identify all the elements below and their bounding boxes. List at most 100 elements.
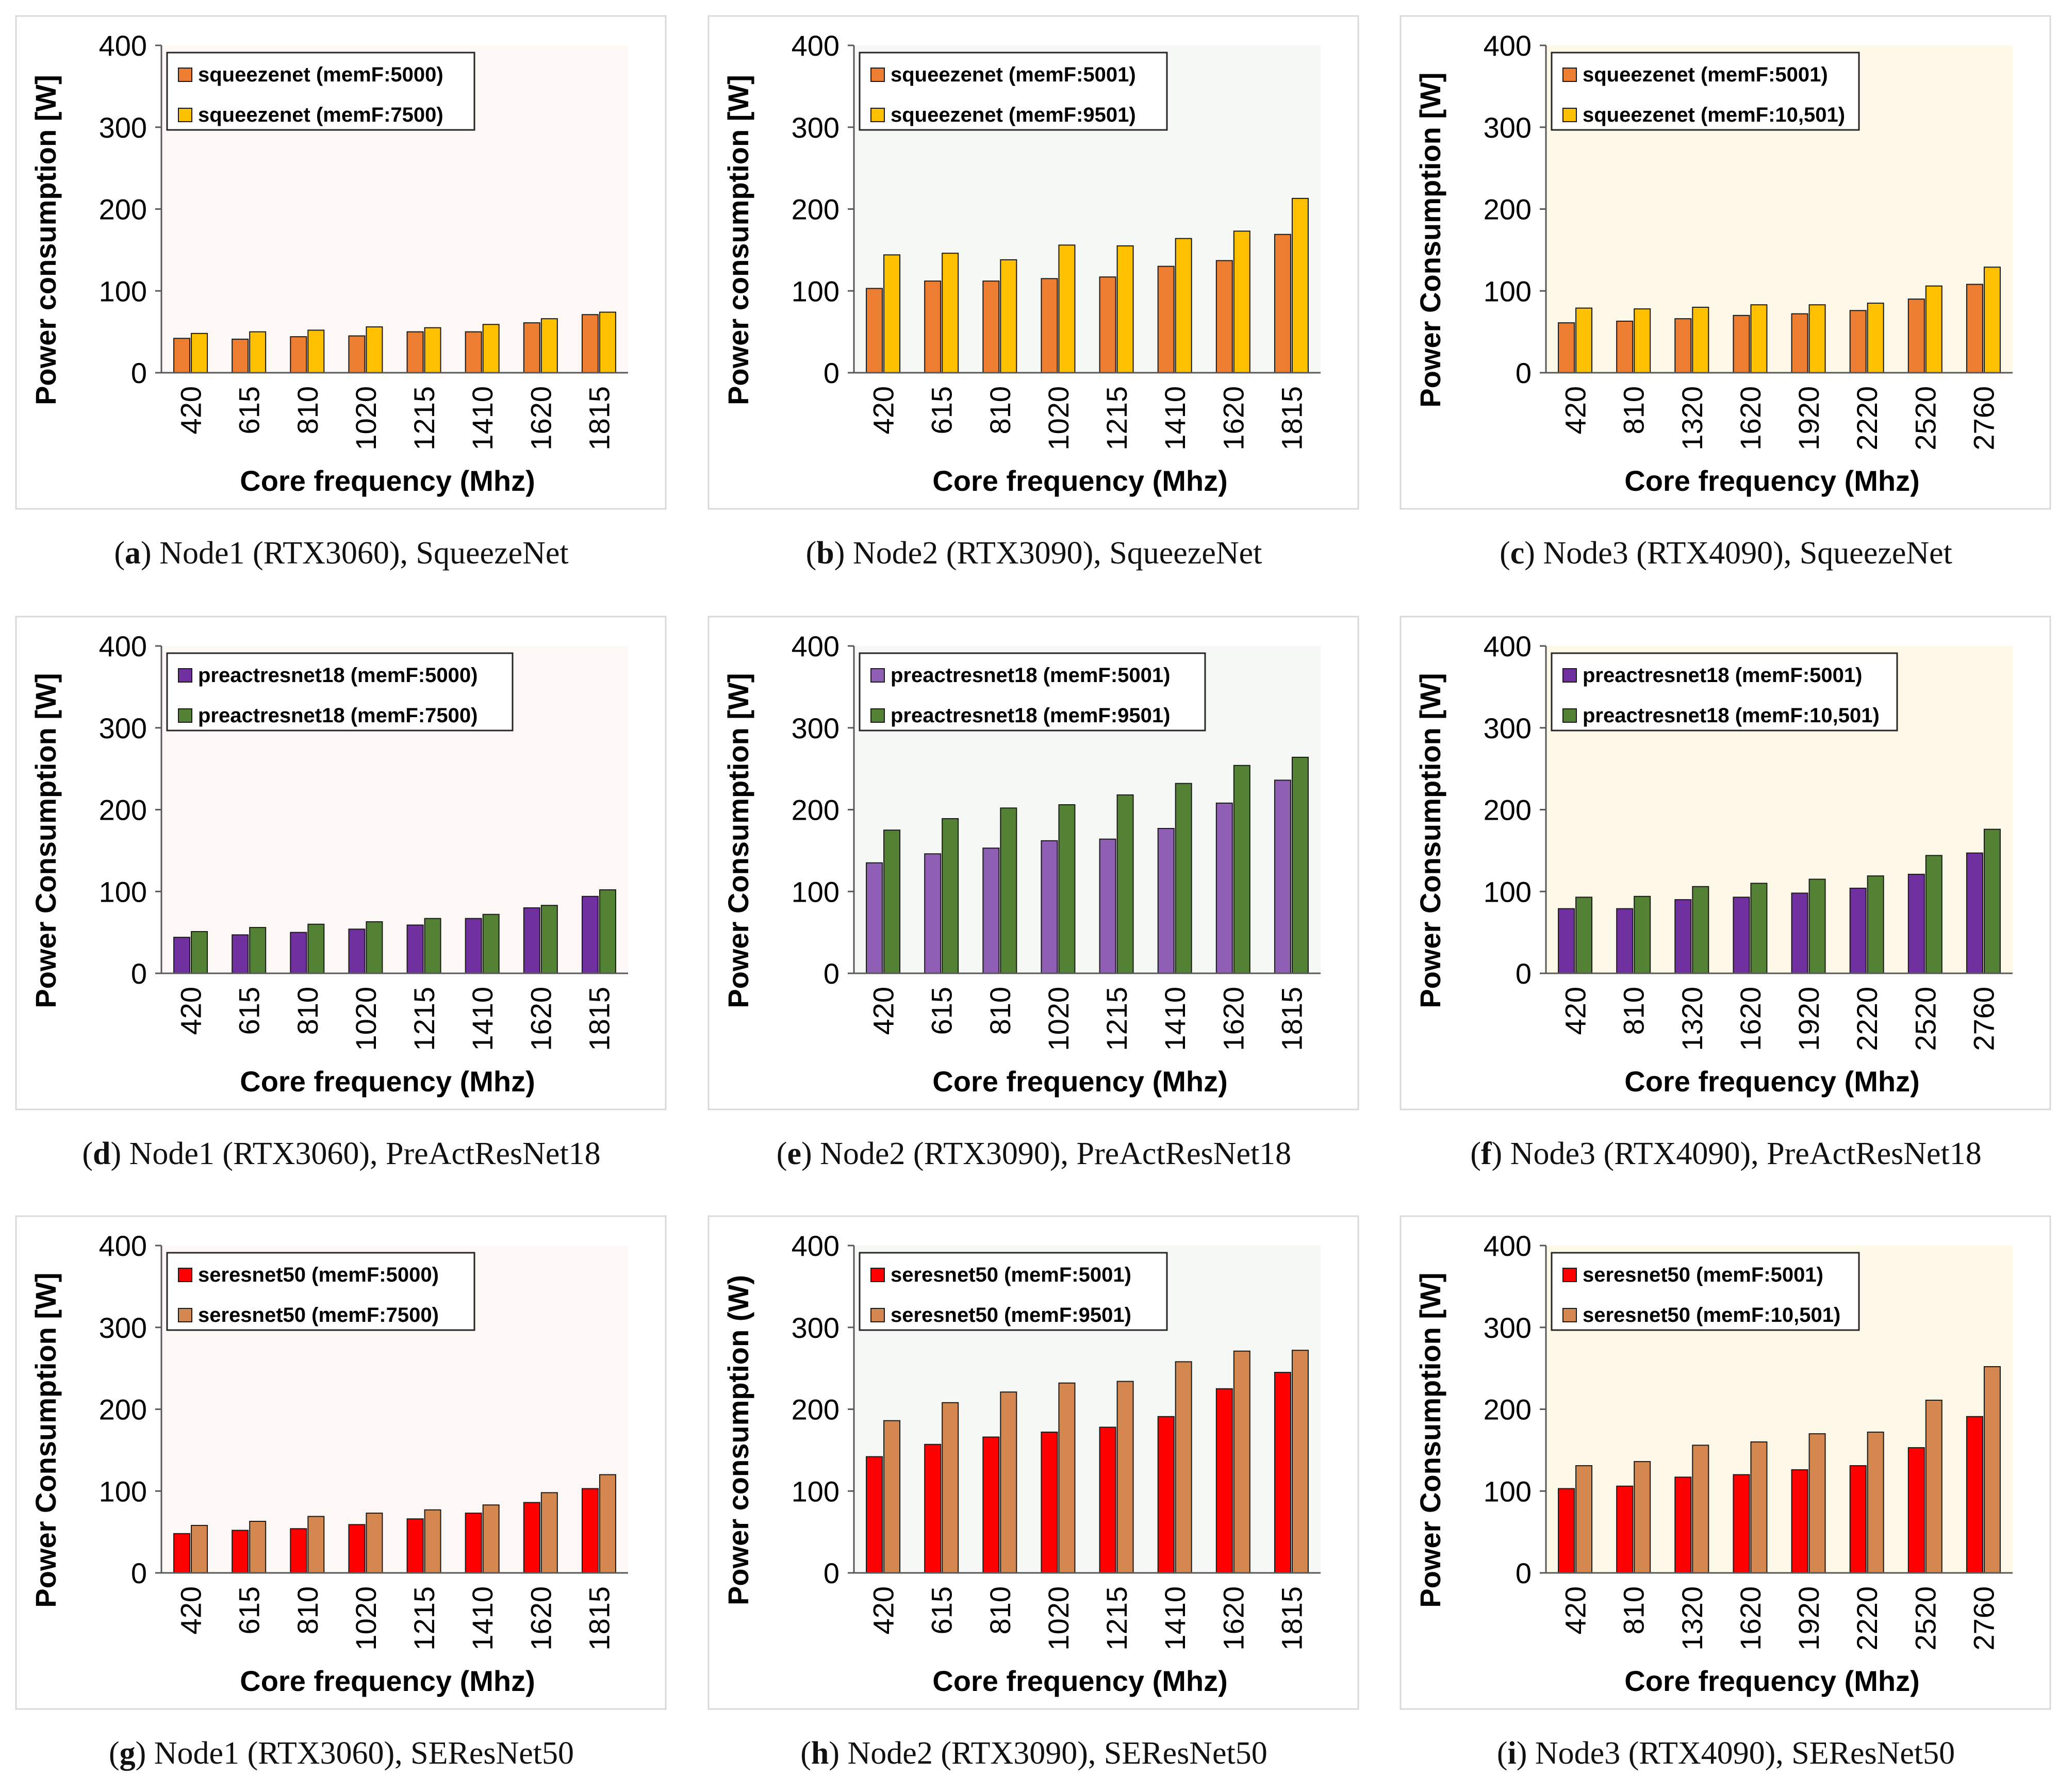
x-tick-label: 1020 [350,386,382,451]
x-tick-label: 1815 [583,987,615,1051]
legend-label-2: seresnet50 (memF:10,501) [1583,1304,1840,1326]
y-tick-label: 100 [99,275,147,307]
caption-letter: g [119,1736,136,1771]
y-tick-label: 200 [1484,193,1532,226]
x-tick-label: 1620 [1217,386,1249,451]
bar-1215-series-2 [424,327,441,373]
x-axis-title: Core frequency (Mhz) [240,1665,535,1697]
caption-text: Node2 (RTX3090), SqueezeNet [845,536,1262,571]
legend-swatch-1 [870,1268,885,1282]
chart-svg-c: 0 100 200 300 400 Power Consumption [W] 420 810… [1400,15,2051,510]
bar-1020-series-1 [1041,840,1058,974]
bar-2760-series-2 [1983,1366,2001,1573]
x-tick-label: 1620 [524,1586,557,1651]
legend-box [166,52,475,131]
legend-label-1: preactresnet18 (memF:5001) [891,664,1170,687]
bar-1620-series-1 [1215,260,1233,374]
bar-1410-series-2 [482,914,500,974]
bar-420-series-2 [191,931,208,974]
bar-1920-series-1 [1791,313,1808,374]
bar-1215-series-1 [1099,276,1116,374]
legend-swatch-2 [178,1308,192,1322]
y-tick-label: 400 [792,29,839,62]
x-tick-label: 615 [233,386,266,434]
bar-2520-series-2 [1925,285,1942,373]
bar-1815-series-1 [1274,234,1291,373]
x-tick-label: 1920 [1792,987,1825,1051]
x-tick-label: 1620 [524,386,557,451]
bar-1620-series-2 [1233,765,1250,974]
y-tick-label: 200 [792,1393,839,1426]
chart-panel-b: 0 100 200 300 400 Power consumption [W] 420 615… [707,15,1359,592]
bar-1410-series-2 [1175,783,1192,974]
bar-1215-series-1 [1099,838,1116,974]
x-tick-label: 420 [175,386,207,434]
legend: squeezenet (memF:5000) squeezenet (memF:7… [166,52,475,131]
x-tick-label: 615 [926,987,958,1035]
x-tick-label: 1620 [524,987,557,1051]
bar-1215-series-2 [1116,1381,1134,1573]
x-axis-title: Core frequency (Mhz) [240,1065,535,1098]
legend: seresnet50 (memF:5001) seresnet50 (memF:9… [859,1252,1168,1331]
legend-label-1: squeezenet (memF:5001) [1583,63,1828,86]
bar-420-series-1 [1558,322,1575,373]
legend-swatch-2 [178,708,192,723]
bar-1320-series-1 [1674,318,1692,373]
bar-810-series-1 [290,932,307,974]
bar-1410-series-2 [482,1504,500,1573]
legend-label-2: seresnet50 (memF:7500) [198,1304,439,1326]
x-tick-label: 1020 [1042,987,1075,1051]
caption-text: Node2 (RTX3090), SEResNet50 [839,1736,1267,1771]
y-tick-label: 400 [1484,1230,1532,1262]
bar-2760-series-2 [1983,828,2001,974]
bar-1410-series-1 [1157,266,1175,373]
legend-swatch-2 [870,108,885,122]
bar-1020-series-2 [366,1513,383,1573]
bar-810-series-2 [1634,308,1651,373]
legend-label-2: squeezenet (memF:9501) [891,104,1136,126]
bar-1620-series-2 [540,1492,558,1573]
x-tick-label: 810 [291,386,324,434]
legend-label-2: squeezenet (memF:10,501) [1583,104,1845,126]
y-tick-label: 100 [792,875,839,908]
bar-420-series-2 [191,1524,208,1573]
legend-swatch-1 [870,68,885,82]
bar-615-series-1 [924,853,942,974]
bar-615-series-2 [942,253,959,373]
x-tick-label: 420 [867,1586,900,1634]
bar-1215-series-1 [406,331,424,373]
bar-810-series-2 [307,1516,325,1574]
x-tick-label: 1410 [466,1586,499,1651]
bar-810-series-1 [982,280,1000,374]
legend: preactresnet18 (memF:5000) preactresnet18… [166,652,514,732]
y-tick-label: 100 [1484,875,1532,908]
legend-swatch-1 [1562,1268,1577,1282]
bar-1620-series-1 [1215,1388,1233,1573]
chart-panel-c: 0 100 200 300 400 Power Consumption [W] 420 810… [1400,15,2051,592]
legend-label-2: preactresnet18 (memF:9501) [891,704,1170,727]
x-axis-title: Core frequency (Mhz) [1624,464,1920,497]
legend-box [859,652,1206,732]
bar-810-series-1 [1616,320,1634,373]
bar-2220-series-2 [1867,875,1884,974]
legend: squeezenet (memF:5001) squeezenet (memF:9… [859,52,1168,131]
x-tick-label: 615 [926,386,958,434]
chart-panel-a: 0 100 200 300 400 Power consumption [W] 420 615… [15,15,667,592]
chart-svg-h: 0 100 200 300 400 Power consumption (W) 420 615… [707,1215,1359,1710]
x-tick-label: 1410 [1159,1586,1191,1651]
bar-1920-series-2 [1808,304,1826,373]
bar-1215-series-1 [1099,1426,1116,1573]
bar-420-series-2 [883,829,901,974]
caption-text: Node3 (RTX4090), PreActResNet18 [1502,1136,1982,1171]
bar-2760-series-1 [1966,1416,1983,1573]
y-tick-label: 400 [1484,630,1532,662]
bar-1815-series-1 [581,314,599,373]
bar-1620-series-1 [523,1502,540,1573]
bar-2760-series-1 [1966,284,1983,373]
legend-label-1: squeezenet (memF:5000) [198,63,443,86]
bar-1215-series-1 [406,1518,424,1573]
x-tick-label: 810 [291,1586,324,1634]
bar-1815-series-2 [1291,1350,1309,1573]
subfigure-caption: (a) Node1 (RTX3060), SqueezeNet [114,536,569,571]
y-tick-label: 0 [1516,1557,1532,1589]
